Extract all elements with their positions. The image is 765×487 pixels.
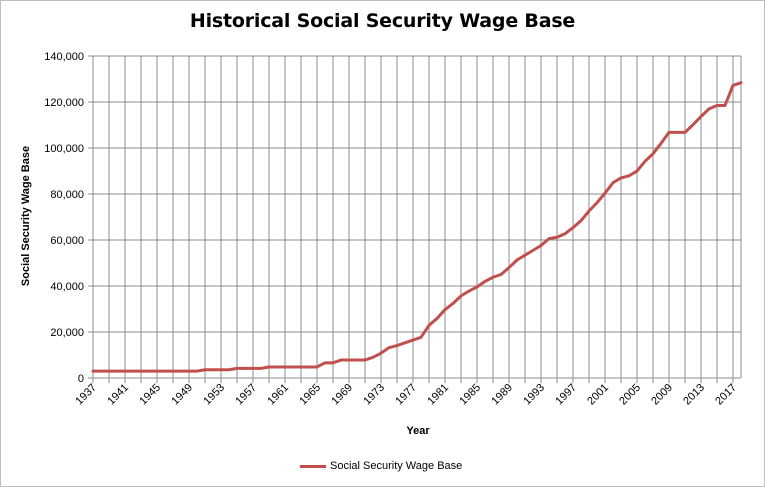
x-tick-label: 2013 (681, 382, 707, 408)
legend-label: Social Security Wage Base (330, 460, 463, 472)
y-tick-label: 80,000 (50, 189, 84, 201)
y-tick-label: 120,000 (44, 97, 84, 109)
chart-title: Historical Social Security Wage Base (189, 10, 576, 32)
x-tick-label: 1993 (521, 382, 547, 408)
legend-swatch (300, 464, 326, 468)
x-tick-label: 1997 (553, 382, 579, 408)
x-tick-label: 1941 (105, 382, 131, 408)
y-axis-label: Social Security Wage Base (20, 146, 32, 286)
series-line (91, 81, 743, 373)
x-tick-label: 1945 (137, 382, 163, 408)
x-tick-label: 1949 (169, 382, 195, 408)
legend: Social Security Wage Base (300, 457, 462, 475)
y-tick-label: 40,000 (50, 281, 84, 293)
x-tick-label: 1989 (489, 382, 515, 408)
x-tick-label: 1985 (457, 382, 483, 408)
x-axis-ticks: 1937 1941 1945 1949 1953 1957 1961 1965 1969 1973… (73, 378, 739, 407)
y-tick-label: 140,000 (44, 51, 84, 63)
x-tick-label: 1937 (73, 382, 99, 408)
x-tick-label: 2017 (713, 382, 739, 408)
x-tick-label: 2005 (617, 382, 643, 408)
x-tick-label: 1957 (233, 382, 259, 408)
x-tick-label: 1981 (425, 382, 451, 408)
x-tick-label: 2009 (649, 382, 675, 408)
y-tick-label: 20,000 (50, 327, 84, 339)
y-axis-ticks: 0 20,000 40,000 60,000 80,000 100,000 120,000 1… (44, 51, 93, 385)
grid (92, 55, 742, 379)
x-tick-label: 1977 (393, 382, 419, 408)
x-tick-label: 1965 (297, 382, 323, 408)
x-tick-label: 1961 (265, 382, 291, 408)
y-tick-label: 100,000 (44, 143, 84, 155)
x-tick-label: 1953 (201, 382, 227, 408)
y-tick-label: 60,000 (50, 235, 84, 247)
x-tick-label: 1973 (361, 382, 387, 408)
x-axis-label: Year (406, 425, 430, 437)
series-group (91, 81, 743, 373)
x-tick-label: 2001 (585, 382, 611, 408)
x-tick-label: 1969 (329, 382, 355, 408)
y-tick-label: 0 (78, 373, 84, 385)
